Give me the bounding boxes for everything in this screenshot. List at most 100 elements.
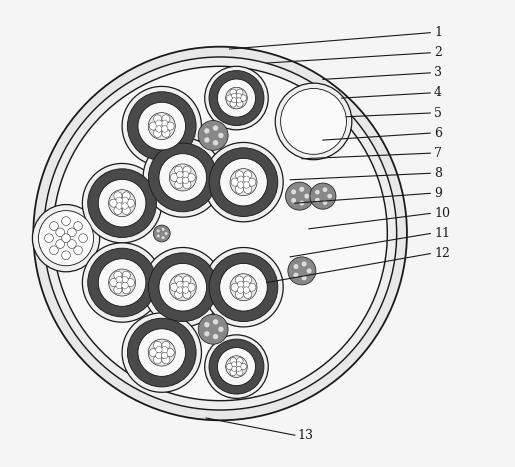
Circle shape	[232, 366, 237, 371]
Circle shape	[49, 246, 58, 255]
Circle shape	[177, 281, 183, 288]
Circle shape	[157, 229, 160, 233]
Circle shape	[182, 281, 189, 288]
Text: 10: 10	[434, 207, 450, 220]
Circle shape	[158, 348, 166, 357]
Circle shape	[67, 228, 76, 237]
Circle shape	[114, 271, 122, 279]
Circle shape	[187, 173, 195, 182]
Circle shape	[109, 269, 135, 296]
Circle shape	[236, 362, 242, 367]
Circle shape	[198, 314, 228, 344]
Circle shape	[302, 275, 306, 280]
Circle shape	[322, 200, 328, 205]
Circle shape	[187, 283, 195, 291]
Circle shape	[32, 205, 100, 272]
Circle shape	[315, 198, 320, 203]
Circle shape	[153, 115, 162, 123]
Circle shape	[231, 283, 239, 291]
Circle shape	[236, 89, 243, 96]
Circle shape	[149, 122, 158, 130]
Circle shape	[156, 347, 162, 353]
Circle shape	[122, 313, 201, 392]
Circle shape	[149, 348, 158, 357]
Circle shape	[49, 222, 58, 230]
Circle shape	[315, 190, 320, 194]
Circle shape	[148, 339, 175, 366]
Circle shape	[244, 290, 252, 298]
Circle shape	[110, 199, 118, 207]
Circle shape	[162, 341, 170, 349]
Circle shape	[236, 93, 242, 99]
Circle shape	[127, 318, 196, 387]
Circle shape	[158, 122, 166, 130]
Circle shape	[56, 240, 64, 248]
Circle shape	[138, 329, 185, 376]
Text: 11: 11	[434, 227, 450, 240]
Circle shape	[122, 203, 128, 209]
Text: 9: 9	[434, 187, 442, 200]
Circle shape	[302, 262, 306, 267]
Circle shape	[126, 278, 134, 287]
Circle shape	[237, 182, 244, 188]
Circle shape	[177, 171, 183, 178]
Circle shape	[122, 282, 128, 289]
Circle shape	[213, 319, 218, 325]
Circle shape	[204, 322, 210, 327]
Circle shape	[153, 356, 162, 364]
Circle shape	[239, 283, 248, 291]
Circle shape	[230, 358, 236, 364]
Circle shape	[169, 274, 196, 301]
Circle shape	[183, 181, 191, 189]
Circle shape	[116, 197, 123, 204]
Circle shape	[243, 287, 250, 293]
Circle shape	[122, 206, 130, 214]
Circle shape	[88, 169, 157, 238]
Circle shape	[237, 281, 244, 288]
Circle shape	[156, 352, 162, 359]
Circle shape	[156, 120, 162, 127]
Circle shape	[275, 83, 352, 160]
Circle shape	[230, 100, 236, 107]
Circle shape	[44, 57, 397, 410]
Text: 5: 5	[434, 106, 442, 120]
Circle shape	[243, 182, 250, 188]
Text: 1: 1	[434, 26, 442, 39]
Circle shape	[240, 363, 246, 370]
Circle shape	[231, 178, 239, 186]
Circle shape	[82, 163, 162, 243]
Circle shape	[122, 276, 128, 283]
Circle shape	[67, 240, 76, 248]
Circle shape	[235, 171, 244, 179]
Circle shape	[53, 66, 387, 401]
Circle shape	[116, 203, 123, 209]
Circle shape	[109, 190, 135, 217]
Circle shape	[162, 129, 170, 137]
Circle shape	[148, 113, 175, 140]
Circle shape	[153, 341, 162, 349]
Circle shape	[235, 290, 244, 298]
Circle shape	[162, 236, 165, 239]
Circle shape	[161, 126, 168, 132]
Circle shape	[98, 259, 146, 306]
Circle shape	[170, 283, 179, 291]
Circle shape	[179, 283, 187, 291]
Circle shape	[166, 348, 174, 357]
Circle shape	[116, 276, 123, 283]
Circle shape	[148, 143, 217, 212]
Circle shape	[236, 358, 243, 364]
Circle shape	[244, 276, 252, 284]
Circle shape	[237, 176, 244, 183]
Circle shape	[291, 189, 296, 194]
Circle shape	[209, 339, 264, 394]
Circle shape	[226, 356, 247, 377]
Circle shape	[304, 194, 310, 198]
Circle shape	[230, 89, 236, 96]
Circle shape	[294, 264, 299, 269]
Text: 7: 7	[434, 147, 442, 160]
Circle shape	[230, 369, 236, 375]
Circle shape	[143, 248, 222, 327]
Circle shape	[74, 246, 82, 255]
Circle shape	[204, 137, 210, 143]
Circle shape	[213, 334, 218, 340]
